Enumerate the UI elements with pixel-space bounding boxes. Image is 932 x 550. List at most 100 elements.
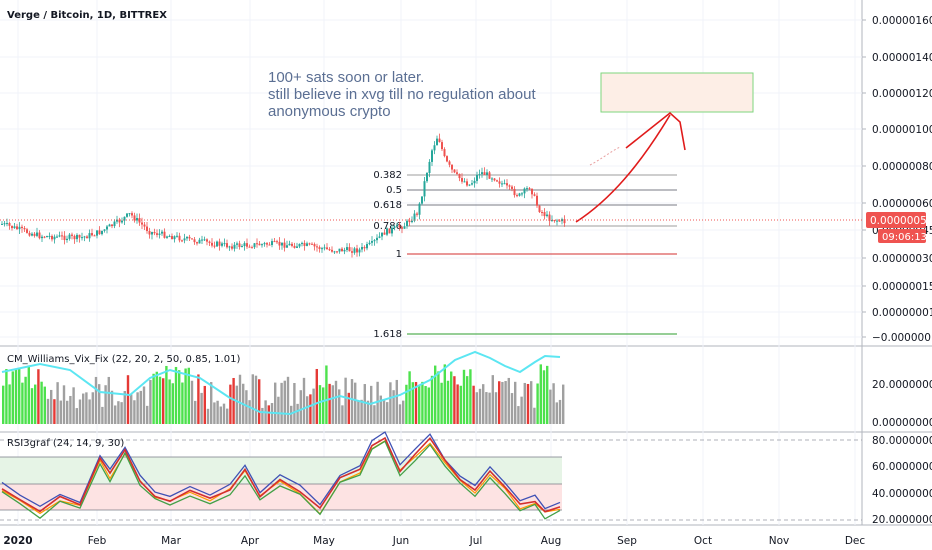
vix-bar	[104, 385, 107, 424]
vix-bar	[277, 396, 280, 424]
vix-bar	[299, 390, 302, 424]
vix-bar	[328, 383, 331, 424]
last-price-label: 0.00000052	[870, 215, 932, 227]
vix-bar	[37, 369, 40, 424]
candle-body	[481, 172, 483, 175]
candle-body	[206, 239, 208, 242]
vix-bar	[130, 394, 133, 424]
vix-bar	[11, 371, 14, 424]
fib-level-label: 0.618	[373, 200, 402, 211]
vix-bar	[258, 379, 261, 424]
fib-retracement[interactable]: 0.382 0.5 0.618 0.786 1 1.618	[373, 170, 677, 340]
candle-body	[248, 246, 251, 248]
candle-body	[121, 220, 123, 223]
candle-body	[193, 239, 196, 243]
annotation-line-1[interactable]: 100+ sats soon or later.	[268, 69, 424, 86]
candle-body	[188, 236, 191, 239]
candle-body	[276, 241, 278, 243]
vix-bar	[293, 383, 296, 424]
vix-bar	[315, 368, 318, 424]
vix-bar	[379, 395, 382, 424]
time-tick-label: Oct	[694, 535, 712, 547]
vix-tick-label: 20.00000000	[872, 379, 932, 391]
vix-bar	[472, 385, 475, 424]
candle-body	[186, 236, 188, 239]
candle-body	[398, 225, 401, 228]
candle-body	[283, 242, 286, 248]
vix-bar	[283, 380, 286, 424]
candle-body	[93, 235, 96, 237]
candle-body	[533, 194, 536, 196]
rsi-tick-label: 20.00000000	[872, 514, 932, 526]
vix-bar	[443, 364, 446, 424]
annotation-line-3[interactable]: anonymous crypto	[268, 103, 391, 120]
candle-body	[543, 212, 546, 217]
candle-body	[528, 188, 531, 190]
vix-bar	[350, 379, 354, 424]
candle-body	[353, 248, 356, 253]
candle-body	[298, 243, 301, 247]
candle-body	[108, 224, 111, 227]
candle-body	[76, 234, 78, 240]
candle-body	[43, 236, 46, 238]
annotation-line-2[interactable]: still believe in xvg till no regulation …	[268, 86, 536, 103]
candle-body	[293, 245, 296, 248]
vix-bar	[136, 392, 139, 424]
candle-body	[501, 183, 503, 185]
vix-bar	[536, 383, 539, 424]
candle-body	[421, 196, 423, 204]
vix-bar	[405, 384, 408, 424]
vix-bar	[446, 380, 450, 424]
candle-body	[8, 223, 11, 226]
vix-bar	[514, 381, 517, 424]
vix-bar	[50, 389, 53, 424]
vix-bar	[466, 376, 469, 424]
vix-bar	[402, 400, 405, 424]
vix-bar	[562, 384, 565, 424]
vix-bar	[456, 384, 459, 424]
candle-body	[318, 247, 321, 249]
candle-body	[308, 243, 311, 245]
candle-body	[451, 164, 453, 170]
time-axis[interactable]: 2020 Feb Mar Apr May Jun Jul Aug Sep Oct Nov Dec	[3, 535, 865, 547]
candle-body	[438, 138, 441, 143]
time-tick-label: Sep	[617, 535, 637, 547]
vix-bar	[376, 381, 379, 424]
candle-body	[148, 231, 151, 235]
candle-body	[503, 183, 506, 185]
vix-bar	[197, 374, 200, 424]
candle-body	[488, 172, 491, 179]
price-tick-label: 0.00000160	[872, 15, 932, 27]
forecast-arrow[interactable]	[575, 114, 671, 223]
time-tick-label: Mar	[161, 535, 181, 547]
fib-level-label: 1.618	[373, 329, 402, 340]
vix-bar	[482, 384, 485, 424]
vix-bar	[62, 385, 66, 424]
vix-bar	[117, 401, 120, 424]
candle-body	[563, 219, 566, 224]
forecast-arrow-head[interactable]	[625, 111, 686, 151]
candle-body	[63, 235, 66, 241]
candle-body	[458, 173, 461, 179]
vix-bar	[235, 385, 238, 424]
target-box[interactable]	[600, 72, 754, 113]
vix-bar	[430, 375, 434, 424]
vix-bar	[14, 369, 18, 424]
candle-body	[31, 233, 33, 236]
candle-body	[223, 243, 226, 245]
candle-body	[371, 241, 373, 243]
candle-body	[416, 213, 418, 215]
candle-body	[553, 220, 556, 222]
price-tick-label: 0.00000080	[872, 161, 932, 173]
candle-body	[178, 235, 181, 241]
vix-line	[1, 350, 561, 416]
candle-body	[196, 242, 198, 244]
vix-bar	[123, 391, 126, 424]
candle-body	[473, 180, 476, 184]
candle-body	[523, 188, 526, 194]
candle-body	[278, 241, 281, 246]
candle-body	[546, 214, 548, 217]
vix-bar	[475, 392, 478, 424]
vix-bar	[168, 379, 171, 424]
